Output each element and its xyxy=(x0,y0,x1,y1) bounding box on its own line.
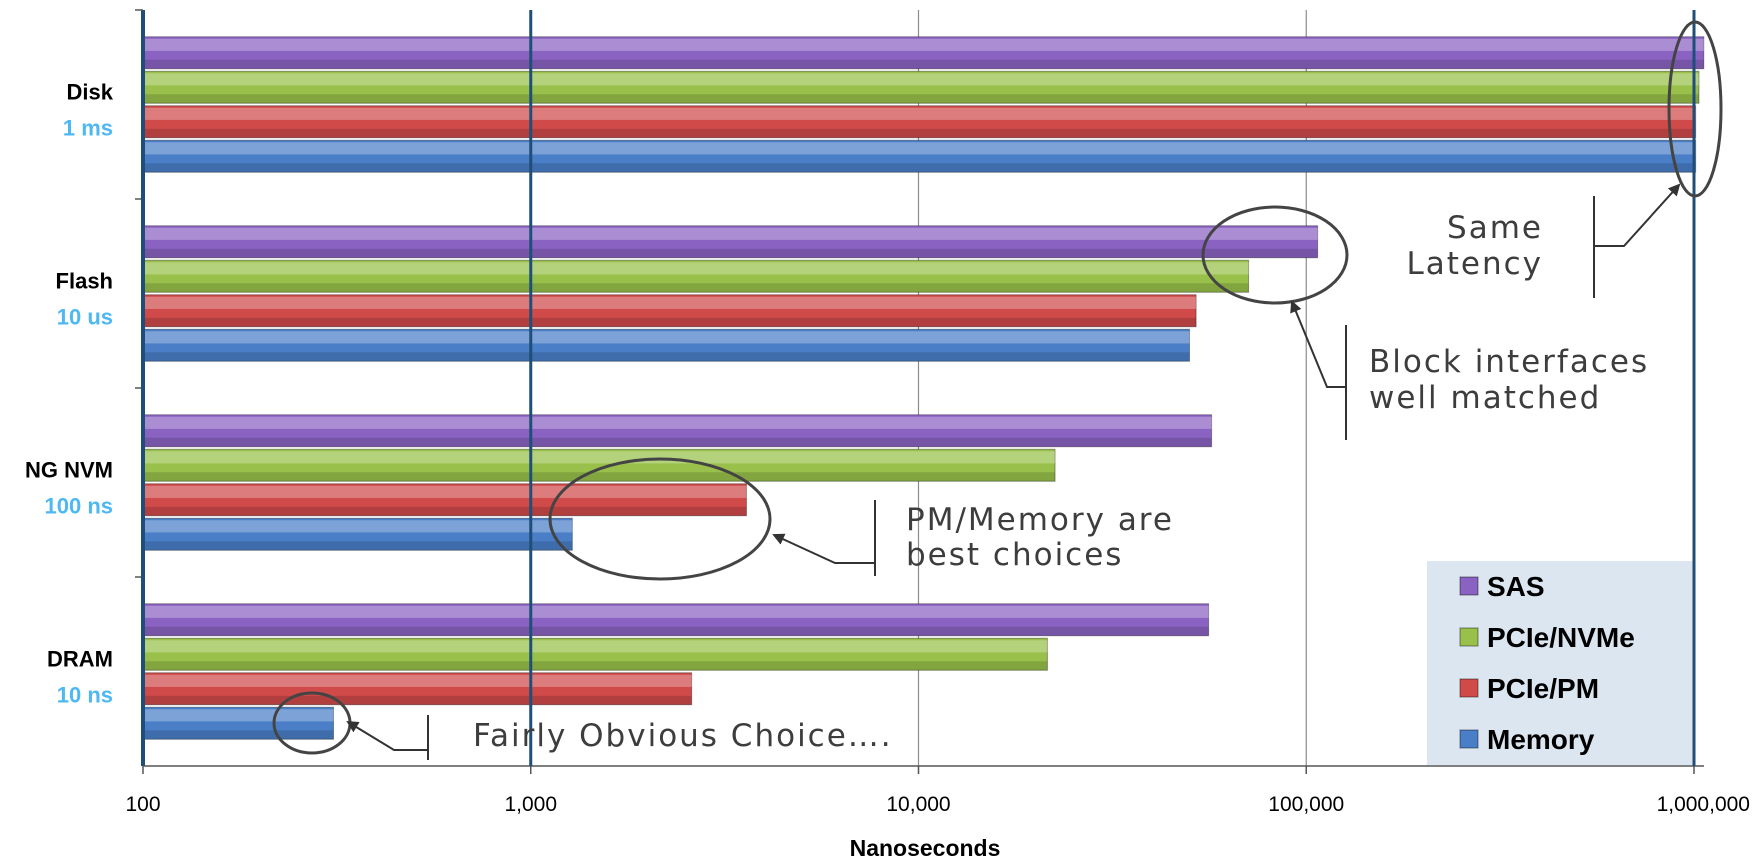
x-tick-label: 1,000,000 xyxy=(1657,793,1750,816)
bar-highlight xyxy=(143,107,1696,120)
category-label: Flash xyxy=(56,269,113,294)
legend-label: PCIe/NVMe xyxy=(1487,622,1635,653)
annotation-text-line-2: Latency xyxy=(1406,246,1543,282)
bar-sas xyxy=(142,603,1210,637)
bar-highlight xyxy=(143,73,1699,86)
bar-shade xyxy=(143,59,1704,69)
legend-swatch xyxy=(1459,576,1479,596)
annotation-arrow xyxy=(346,720,428,751)
annotation-text-line-1: Same xyxy=(1447,210,1543,246)
annotation-text-line-1: Block interfaces xyxy=(1369,344,1649,380)
bar-highlight xyxy=(143,227,1318,240)
bar-highlight xyxy=(143,451,1056,464)
annotation-ellipse xyxy=(1667,20,1723,198)
bar-highlight xyxy=(143,674,692,687)
annotation-arrow xyxy=(1290,300,1346,388)
legend-swatch xyxy=(1459,729,1479,749)
category-label: Disk xyxy=(67,80,114,105)
category-latency: 10 ns xyxy=(57,683,113,708)
annotation-text-line-1: Fairly Obvious Choice…. xyxy=(473,718,893,754)
bar-memory xyxy=(142,517,573,551)
bar-shade xyxy=(143,163,1696,173)
bar-shade xyxy=(143,472,1056,482)
bar-highlight xyxy=(143,520,573,533)
bars xyxy=(142,36,1705,740)
bar-highlight xyxy=(143,142,1696,155)
bar-pcie-pm xyxy=(142,672,693,706)
category-latency: 1 ms xyxy=(63,116,113,141)
bar-highlight xyxy=(143,38,1704,51)
bar-highlight xyxy=(143,605,1209,618)
legend-label: SAS xyxy=(1487,571,1545,602)
bar-shade xyxy=(143,541,573,551)
category-label: DRAM xyxy=(47,647,113,672)
legend-items: SAS PCIe/NVMe PCIe/PM Memory xyxy=(1459,571,1635,755)
annotation-block-interfaces: Block interfaces well matched xyxy=(1201,205,1649,440)
x-tick-label: 100 xyxy=(125,793,160,816)
bar-sas xyxy=(142,414,1213,448)
category-latency: 100 ns xyxy=(45,494,114,519)
bar-shade xyxy=(143,94,1699,104)
annotation-arrow xyxy=(1594,183,1681,247)
bar-pcie-nvme xyxy=(142,259,1250,293)
legend-label: Memory xyxy=(1487,724,1595,755)
bar-shade xyxy=(143,317,1197,327)
bar-highlight xyxy=(143,709,334,722)
x-tick-label: 10,000 xyxy=(886,793,950,816)
annotation-text-line-1: PM/Memory are xyxy=(906,502,1174,538)
annotation-text-line-2: best choices xyxy=(906,537,1123,573)
x-tick-label: 1,000 xyxy=(504,793,557,816)
annotation-ellipse xyxy=(1201,205,1349,305)
category-labels: Disk 1 ms Flash 10 us NG NVM 100 ns DRAM 10 ns xyxy=(25,80,114,708)
bar-shade xyxy=(143,128,1696,138)
bar-highlight xyxy=(143,296,1197,309)
bar-highlight xyxy=(143,640,1048,653)
legend-swatch xyxy=(1459,678,1479,698)
bar-highlight xyxy=(143,262,1249,275)
bar-highlight xyxy=(143,485,747,498)
bar-pcie-pm xyxy=(142,105,1697,139)
bar-shade xyxy=(143,283,1249,293)
bar-shade xyxy=(143,730,334,740)
x-tick-label: 100,000 xyxy=(1268,793,1344,816)
annotation-ellipse xyxy=(548,457,772,581)
category-latency: 10 us xyxy=(57,305,113,330)
x-tick-labels: 100 1,000 10,000 100,000 1,000,000 xyxy=(125,793,1750,816)
annotation-same-latency: Same Latency xyxy=(1406,20,1723,298)
legend-label: PCIe/PM xyxy=(1487,673,1599,704)
legend-swatch xyxy=(1459,627,1479,647)
x-axis-title: Nanoseconds xyxy=(850,835,1001,861)
bar-highlight xyxy=(143,416,1212,429)
annotation-arrow xyxy=(772,533,875,564)
annotation-obvious-choice: Fairly Obvious Choice…. xyxy=(272,691,893,760)
category-label: NG NVM xyxy=(25,458,113,483)
bar-shade xyxy=(143,626,1209,636)
bar-memory xyxy=(142,706,335,740)
bar-shade xyxy=(143,352,1190,362)
axes xyxy=(135,9,1704,774)
bar-highlight xyxy=(143,331,1190,344)
bar-shade xyxy=(143,437,1212,447)
bar-shade xyxy=(143,248,1318,258)
bar-memory xyxy=(142,139,1697,173)
bar-pcie-pm xyxy=(142,294,1197,328)
annotation-pm-memory: PM/Memory are best choices xyxy=(548,457,1174,581)
bar-memory xyxy=(142,328,1191,362)
bar-shade xyxy=(143,506,747,516)
bar-shade xyxy=(143,695,692,705)
annotation-text-line-2: well matched xyxy=(1369,380,1601,416)
bar-shade xyxy=(143,661,1048,671)
